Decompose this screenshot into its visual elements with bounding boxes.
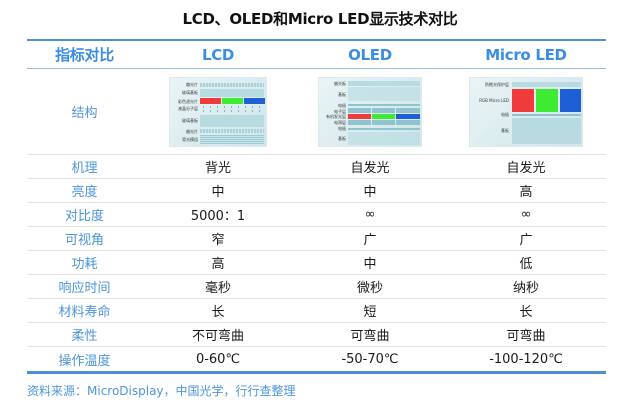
row-label: 响应时间 <box>58 281 111 296</box>
row-label: 机理 <box>71 161 98 176</box>
table-row: 响应时间 毫秒 微秒 纳秒 <box>27 275 606 299</box>
micro-led-value: 可弯曲 <box>506 329 546 344</box>
micro-led-value: 低 <box>519 257 533 272</box>
table-row: 对比度 5000：1 ∞ ∞ <box>27 203 606 227</box>
table-bottom-rule <box>27 371 606 374</box>
row-label: 材料寿命 <box>58 305 111 320</box>
table-row: 柔性 不可弯曲 可弯曲 可弯曲 <box>27 323 606 347</box>
oled-value: 广 <box>363 233 377 248</box>
lcd-structure-diagram: 偏光片 玻璃基板 彩色滤光片 液晶分子层 玻璃基板 偏光片 背光模组 <box>169 76 267 147</box>
table-row: 操作温度 0-60℃ -50-70℃ -100-120℃ <box>27 347 606 371</box>
header-lcd: LCD <box>201 45 235 64</box>
row-label: 结构 <box>71 106 98 121</box>
oled-value: ∞ <box>364 207 376 222</box>
micro-led-value: ∞ <box>520 207 532 222</box>
oled-value: 微秒 <box>356 281 383 296</box>
structure-row: 结构 偏光片 玻璃基板 彩色滤光片 液晶分子层 玻璃基板 偏光片 背光模组 <box>27 69 606 155</box>
oled-value: 短 <box>363 305 377 320</box>
lcd-value: 不可弯曲 <box>191 329 244 344</box>
row-label: 柔性 <box>71 329 98 344</box>
oled-value: 中 <box>363 185 377 200</box>
row-label: 功耗 <box>71 257 98 272</box>
oled-value: 可弯曲 <box>350 329 390 344</box>
header-metric: 指标对比 <box>55 46 114 64</box>
lcd-value: 中 <box>211 185 225 200</box>
lcd-value: 窄 <box>211 233 225 248</box>
oled-structure-diagram: 偏光板 基板 电极 电子层 有机发光层 电洞层 电极 <box>318 76 422 147</box>
header-micro-led: Micro LED <box>485 45 567 64</box>
micro-led-value: 广 <box>519 233 533 248</box>
row-label: 亮度 <box>71 185 98 200</box>
row-label: 可视角 <box>64 233 104 248</box>
lcd-value: 长 <box>211 305 225 320</box>
oled-value: 自发光 <box>350 161 390 176</box>
table-row: 可视角 窄 广 广 <box>27 227 606 251</box>
lcd-value: 高 <box>211 257 225 272</box>
header-oled: OLED <box>348 45 392 64</box>
comparison-table: 指标对比 LCD OLED Micro LED 结构 偏光片 玻璃基板 彩色滤光… <box>27 39 606 374</box>
micro-led-value: 长 <box>519 305 533 320</box>
micro-led-value: 自发光 <box>506 161 546 176</box>
source-footnote: 资料来源：MicroDisplay，中国光学，行行查整理 <box>27 384 296 398</box>
row-label: 操作温度 <box>58 353 111 369</box>
table-row: 材料寿命 长 短 长 <box>27 299 606 323</box>
row-label: 对比度 <box>64 209 104 224</box>
oled-value: 中 <box>363 257 377 272</box>
lcd-value: 5000：1 <box>190 209 246 224</box>
lcd-value: 毫秒 <box>204 281 231 296</box>
table-row: 机理 背光 自发光 自发光 <box>27 155 606 179</box>
page-title: LCD、OLED和Micro LED显示技术对比 <box>182 10 458 28</box>
oled-value: -50-70℃ <box>341 351 399 367</box>
table-header-row: 指标对比 LCD OLED Micro LED <box>27 41 606 69</box>
micro-led-value: -100-120℃ <box>489 351 563 367</box>
table-row: 功耗 高 中 低 <box>27 251 606 275</box>
table-row: 亮度 中 中 高 <box>27 179 606 203</box>
micro-led-value: 纳秒 <box>512 281 539 296</box>
table-top-rule <box>27 39 606 41</box>
micro-led-value: 高 <box>519 185 533 200</box>
lcd-value: 背光 <box>204 161 231 176</box>
lcd-value: 0-60℃ <box>195 351 241 367</box>
micro-led-structure-diagram: 防眩光保护层 RGB Micro LED 电极 基板 <box>469 76 583 147</box>
